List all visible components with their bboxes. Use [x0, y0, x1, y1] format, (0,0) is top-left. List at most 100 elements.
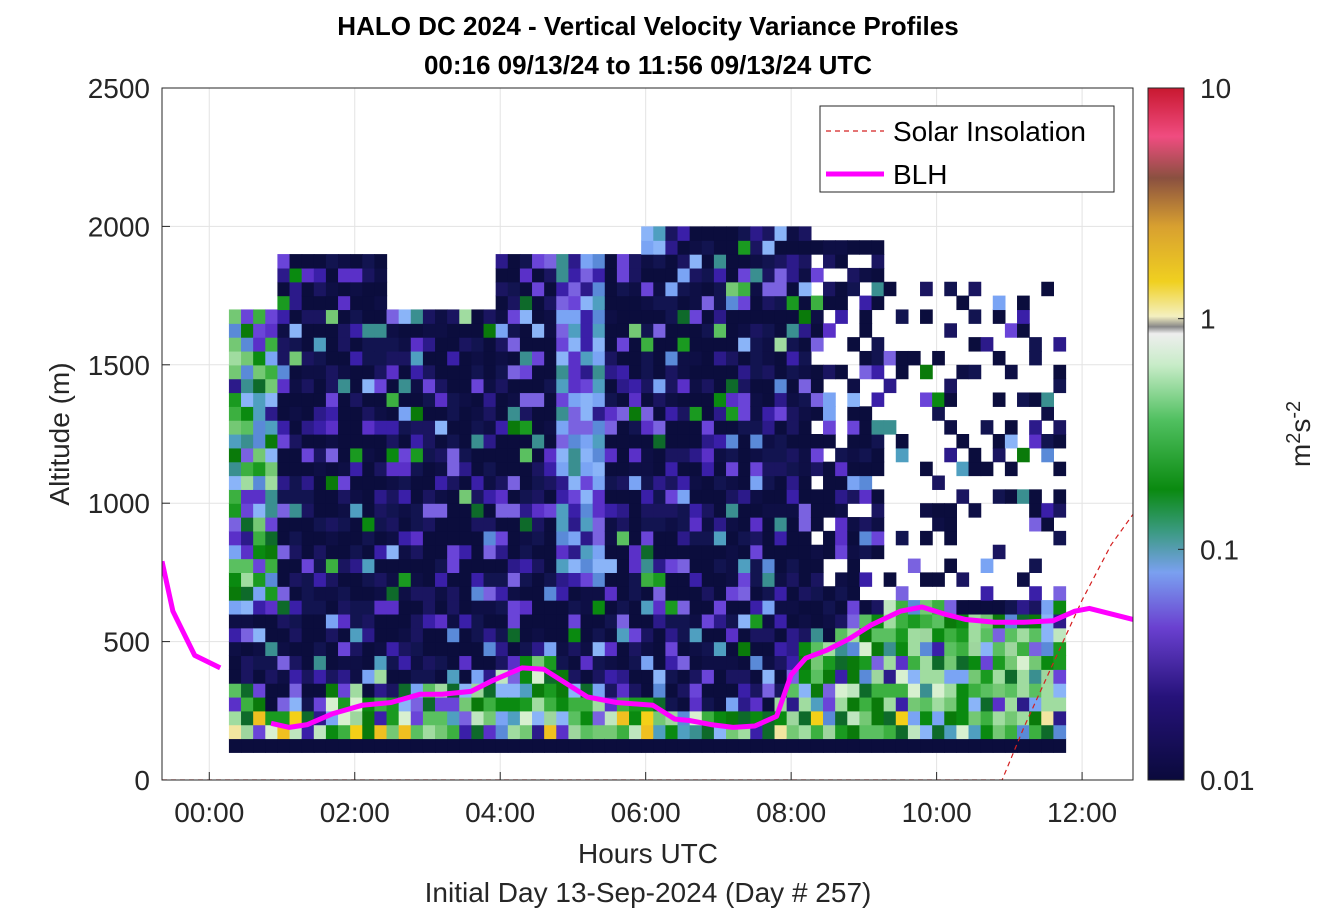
heatmap-cell	[398, 434, 412, 449]
chart-title: HALO DC 2024 - Vertical Velocity Varianc…	[337, 11, 958, 41]
heatmap-cell	[907, 655, 921, 670]
heatmap-cell	[677, 281, 691, 297]
heatmap-cell	[859, 461, 873, 477]
heatmap-cell	[325, 724, 339, 740]
heatmap-cell	[1029, 600, 1042, 615]
heatmap-cell	[289, 309, 303, 324]
heatmap-cell	[786, 337, 800, 352]
heatmap-cell	[774, 392, 788, 407]
heatmap-cell	[519, 530, 533, 546]
heatmap-cell	[1029, 558, 1042, 573]
heatmap-cell	[810, 738, 824, 753]
heatmap-cell	[968, 503, 982, 518]
heatmap-cell	[847, 420, 861, 435]
heatmap-cell	[301, 738, 315, 753]
heatmap-cell	[362, 434, 376, 449]
heatmap-cell	[374, 530, 388, 546]
heatmap-cell	[435, 572, 448, 587]
heatmap-cell	[701, 489, 715, 504]
heatmap-cell	[713, 613, 727, 629]
heatmap-cell	[762, 392, 776, 407]
heatmap-cell	[689, 434, 703, 449]
heatmap-cell	[847, 517, 861, 532]
heatmap-cell	[1053, 683, 1067, 698]
heatmap-cell	[1041, 627, 1054, 643]
heatmap-cell	[556, 337, 570, 352]
heatmap-cell	[556, 530, 570, 546]
heatmap-cell	[435, 517, 448, 532]
heatmap-cell	[629, 544, 642, 560]
heatmap-cell	[871, 530, 885, 546]
heatmap-cell	[519, 447, 533, 463]
heatmap-cell	[350, 544, 363, 560]
heatmap-cell	[422, 378, 436, 394]
heatmap-cell	[228, 655, 242, 670]
heatmap-cell	[301, 337, 315, 352]
heatmap-cell	[895, 710, 909, 726]
heatmap-cell	[459, 489, 473, 504]
heatmap-cell	[956, 724, 970, 740]
heatmap-cell	[507, 295, 521, 311]
heatmap-cell	[835, 710, 848, 726]
heatmap-cell	[568, 434, 582, 449]
heatmap-cell	[253, 475, 266, 490]
heatmap-cell	[762, 364, 776, 380]
heatmap-cell	[580, 655, 594, 670]
heatmap-cell	[532, 295, 545, 311]
heatmap-cell	[386, 350, 400, 366]
heatmap-cell	[325, 613, 339, 629]
heatmap-cell	[616, 683, 630, 698]
heatmap-cell	[435, 447, 448, 463]
heatmap-cell	[1004, 655, 1018, 670]
heatmap-cell	[228, 378, 242, 394]
heatmap-cell	[689, 627, 703, 643]
heatmap-cell	[1029, 696, 1042, 712]
heatmap-cell	[350, 281, 363, 297]
solar-insolation-line	[162, 513, 1133, 780]
heatmap-cell	[992, 696, 1006, 712]
heatmap-cell	[325, 378, 339, 394]
heatmap-cell	[689, 586, 703, 601]
heatmap-cell	[895, 627, 909, 643]
heatmap-cell	[798, 281, 812, 297]
heatmap-cell	[641, 392, 654, 407]
heatmap-cell	[641, 406, 654, 421]
heatmap-cell	[544, 627, 557, 643]
heatmap-cell	[786, 281, 800, 297]
heatmap-cell	[495, 420, 509, 435]
heatmap-cell	[701, 600, 715, 615]
heatmap-cell	[871, 461, 885, 477]
heatmap-cell	[301, 613, 315, 629]
heatmap-cell	[871, 447, 885, 463]
heatmap-cell	[459, 517, 473, 532]
heatmap-cell	[713, 378, 727, 394]
heatmap-cell	[616, 281, 630, 297]
heatmap-cell	[350, 669, 363, 684]
heatmap-cell	[726, 558, 739, 573]
legend-box	[819, 105, 1115, 193]
heatmap-cell	[532, 364, 545, 380]
heatmap-cell	[459, 572, 473, 587]
heatmap-cell	[410, 738, 424, 753]
heatmap-cell	[629, 254, 642, 269]
heatmap-cell	[519, 669, 533, 684]
heatmap-cell	[301, 434, 315, 449]
heatmap-cell	[350, 738, 363, 753]
heatmap-cell	[774, 434, 788, 449]
heatmap-cell	[762, 683, 776, 698]
heatmap-cell	[762, 447, 776, 463]
heatmap-cell	[374, 503, 388, 518]
heatmap-cell	[277, 530, 291, 546]
heatmap-cell	[823, 420, 836, 435]
heatmap-cell	[277, 378, 291, 394]
heatmap-cell	[786, 503, 800, 518]
heatmap-cell	[410, 337, 424, 352]
heatmap-cell	[483, 475, 497, 490]
heatmap-cell	[532, 696, 545, 712]
heatmap-cell	[483, 710, 497, 726]
heatmap-cell	[253, 517, 266, 532]
heatmap-cell	[338, 267, 351, 283]
heatmap-cell	[459, 447, 473, 463]
heatmap-cell	[410, 309, 424, 324]
heatmap-cell	[265, 378, 279, 394]
